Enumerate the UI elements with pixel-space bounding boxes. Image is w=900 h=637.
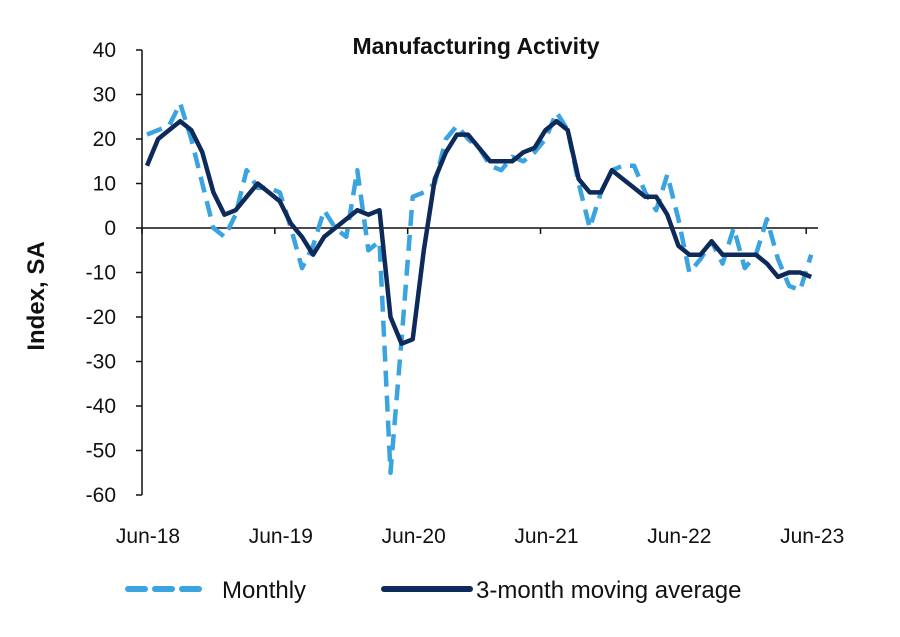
- y-tick-label: -60: [86, 484, 116, 507]
- legend-label-monthly: Monthly: [222, 577, 306, 604]
- x-tick-label: Jun-20: [382, 525, 446, 548]
- x-tick-label: Jun-21: [514, 525, 578, 548]
- legend-label-moving-average: 3-month moving average: [476, 577, 741, 604]
- y-tick-label: 30: [93, 84, 116, 107]
- y-tick-label: -50: [86, 440, 116, 463]
- y-tick-label: -20: [86, 306, 116, 329]
- x-tick-label: Jun-23: [780, 525, 844, 548]
- y-axis: 40 30 20 10 0 -10 -20 -30 -40 -50 -60: [86, 39, 142, 507]
- x-tick-label: Jun-19: [249, 525, 313, 548]
- y-tick-label: -10: [86, 262, 116, 285]
- series-monthly-line: [147, 103, 811, 472]
- y-tick-label: 20: [93, 128, 116, 151]
- legend: Monthly 3-month moving average: [128, 577, 741, 604]
- series-moving-average-line: [147, 121, 811, 344]
- x-tick-label: Jun-18: [116, 525, 180, 548]
- plot-area: [147, 103, 811, 473]
- x-tick-label: Jun-22: [647, 525, 711, 548]
- x-axis: Jun-18 Jun-19 Jun-20 Jun-21 Jun-22 Jun-23: [116, 228, 844, 548]
- y-axis-label: Index, SA: [23, 241, 50, 350]
- chart-title: Manufacturing Activity: [352, 33, 599, 59]
- y-tick-label: -30: [86, 351, 116, 374]
- y-tick-label: 40: [93, 39, 116, 62]
- y-tick-label: 10: [93, 173, 116, 196]
- y-tick-label: -40: [86, 395, 116, 418]
- y-tick-label: 0: [104, 217, 116, 240]
